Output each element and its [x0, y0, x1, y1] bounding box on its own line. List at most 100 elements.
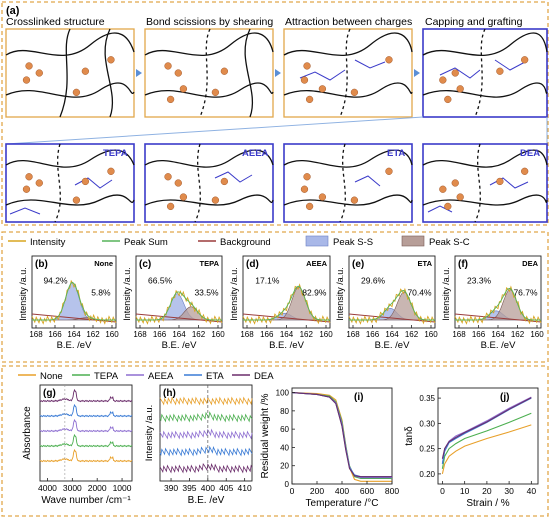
panel-letter: (g) — [43, 388, 56, 399]
n1s-series-line — [159, 396, 253, 406]
background-line — [31, 313, 117, 323]
peak-sum-line — [455, 287, 541, 321]
intensity-line — [454, 285, 542, 325]
xps-panel: (e) ETA 29.6% 70.4% 168 166 164 162 160 B.E. /eV I… — [335, 255, 438, 351]
plot-frame — [291, 387, 393, 485]
filler-particle — [385, 56, 393, 64]
tick-label: 20 — [280, 462, 289, 471]
filler-particle — [174, 69, 182, 77]
chart-j-tand: (j) 0 10 20 30 40 0.20 0.25 0.30 0.35 Strain / % ta… — [404, 387, 539, 509]
filler-particle — [81, 177, 90, 186]
bottom-box-aeea — [144, 143, 274, 223]
pct-ss-label: 94.2% — [43, 275, 68, 285]
xps-tick-label: 166 — [472, 330, 486, 339]
xps-panel-name: TEPA — [200, 259, 220, 268]
pct-sc-label: 33.5% — [194, 288, 219, 298]
xps-panel-name: AEEA — [306, 259, 327, 268]
filler-particle — [305, 95, 314, 104]
background-line — [348, 313, 436, 323]
title-crosslinked: Crosslinked structure — [6, 16, 105, 28]
xps-tick-label: 164 — [67, 330, 81, 339]
series-line-dea — [291, 392, 392, 478]
filler-particle — [174, 179, 182, 187]
label-aeea: AEEA — [242, 148, 269, 159]
xps-tick-label: 162 — [300, 330, 314, 339]
filler-particle — [521, 167, 529, 175]
panel-a-letter: (a) — [6, 5, 20, 17]
xps-tick-label: 160 — [319, 330, 333, 339]
panel-letter: (j) — [500, 392, 509, 403]
legend-sc: Peak S-C — [429, 237, 470, 248]
filler-particle — [303, 173, 311, 181]
filler-particle — [451, 179, 459, 187]
xps-panel-letter: (e) — [352, 259, 364, 270]
label-dea: DEA — [520, 148, 540, 159]
filler-particle — [444, 95, 452, 104]
xps-ylabel: Intensity /a.u. — [335, 267, 345, 321]
intensity-line — [348, 287, 436, 325]
label-tepa: TEPA — [103, 148, 128, 159]
legend-background: Background — [220, 237, 271, 248]
intensity-line — [135, 289, 223, 325]
filler-particle — [496, 67, 504, 75]
tick-label: 0.25 — [419, 445, 435, 454]
peak-sum-line — [32, 281, 116, 321]
xps-tick-label: 166 — [366, 330, 380, 339]
legend-label: DEA — [254, 371, 274, 382]
tick-label: 10 — [460, 486, 470, 496]
xps-panel-name: None — [94, 259, 113, 268]
filler-particle — [166, 202, 175, 211]
xps-panel-letter: (f) — [458, 259, 468, 270]
chart-g-ftir: (g) 4000 3000 2000 1000 Wave number /cm⁻¹ Abso… — [22, 384, 133, 506]
filler-particle — [72, 88, 81, 97]
legend-label: TEPA — [94, 371, 119, 382]
pct-ss-label: 66.5% — [148, 275, 173, 285]
tick-label: 200 — [310, 486, 324, 496]
y-axis-label: Absorbance — [22, 406, 33, 460]
xps-tick-label: 168 — [452, 330, 466, 339]
filler-particle — [303, 62, 311, 70]
tick-label: 0.20 — [419, 470, 435, 479]
tick-label: 2000 — [88, 483, 107, 493]
n1s-series-line — [159, 428, 253, 440]
process-arrows — [136, 69, 420, 77]
filler-particle — [25, 62, 33, 70]
pct-sc-label: 76.7% — [513, 288, 538, 298]
plot-frame — [39, 384, 133, 482]
tick-label: 600 — [360, 486, 374, 496]
filler-particle — [300, 185, 309, 193]
tick-label: 0 — [290, 486, 295, 496]
filler-particle — [107, 167, 115, 175]
xps-ylabel: Intensity /a.u. — [122, 267, 132, 321]
tick-label: 40 — [280, 443, 289, 452]
filler-particle — [451, 69, 459, 77]
tick-label: 1000 — [113, 483, 132, 493]
legend-ss: Peak S-S — [333, 237, 373, 248]
filler-particle — [456, 193, 464, 201]
chart-h-n1s: (h) 390 395 400 405 410 B.E. /eV Intensity /a.u… — [144, 384, 253, 506]
tick-label: 410 — [238, 483, 252, 493]
xps-tick-label: 164 — [385, 330, 399, 339]
top-box-1 — [5, 28, 135, 118]
xps-tick-label: 160 — [105, 330, 119, 339]
series-line-tepa — [441, 412, 532, 469]
xps-panel-letter: (c) — [139, 259, 151, 270]
tick-label: 400 — [335, 486, 349, 496]
pct-ss-label: 17.1% — [255, 275, 280, 285]
xps-section-frame — [1, 231, 549, 363]
ftir-series-line — [39, 403, 133, 418]
xps-tick-label: 166 — [260, 330, 274, 339]
xps-panel: (d) AEEA 17.1% 82.9% 168 166 164 162 160 B.E. /eV… — [229, 255, 333, 351]
legend-ss-swatch — [305, 235, 329, 247]
xps-panel-name: ETA — [418, 259, 433, 268]
bottom-box-dea — [422, 143, 548, 223]
y-axis-label: tanδ — [404, 426, 415, 446]
tick-label: 800 — [385, 486, 399, 496]
bottom-box-tepa — [5, 143, 135, 223]
peak-sum-line — [349, 290, 435, 321]
legend-peaksum: Peak Sum — [124, 237, 168, 248]
bottom-section-frame — [1, 365, 549, 517]
filler-particle — [81, 67, 90, 75]
tick-label: 400 — [201, 483, 215, 493]
panel-a-frame — [1, 1, 549, 226]
